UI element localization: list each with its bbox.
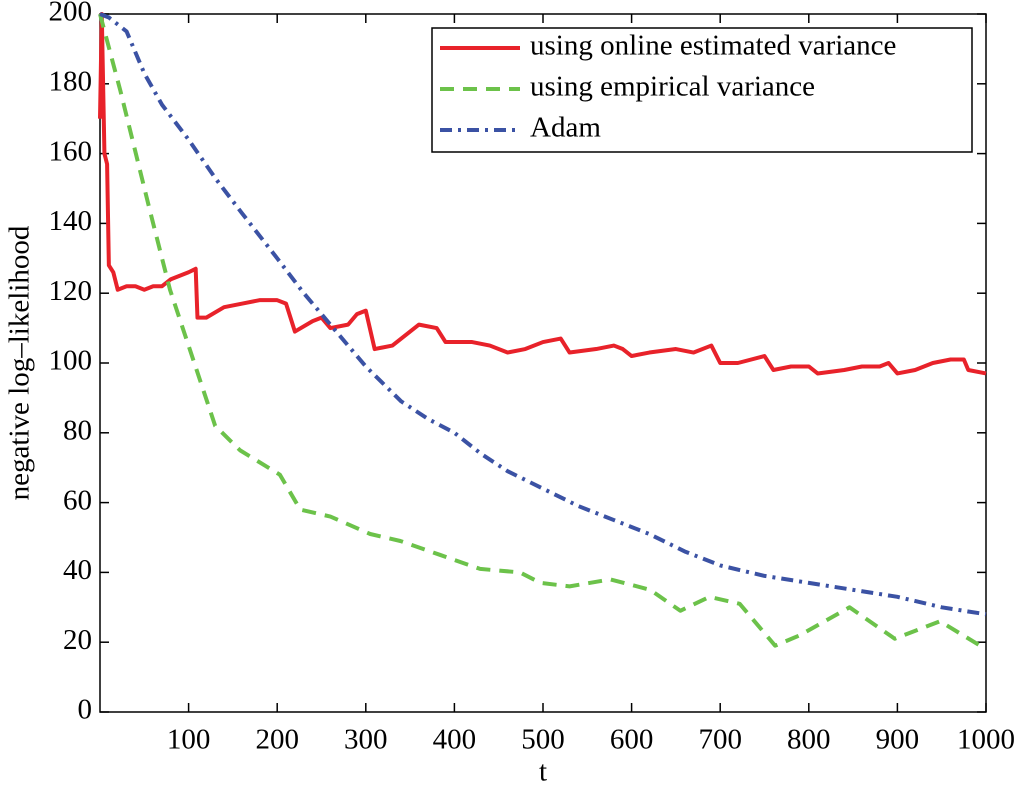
legend-label: using online estimated variance — [530, 30, 896, 62]
line — [99, 12, 987, 617]
y-tick-label: 40 — [63, 554, 92, 586]
y-tick-label: 200 — [49, 0, 93, 28]
y-tick-label: 0 — [78, 694, 93, 726]
x-tick-label: 500 — [521, 724, 565, 756]
x-tick-label: 200 — [255, 724, 299, 756]
x-tick-label: 600 — [610, 724, 654, 756]
x-tick-label: 800 — [787, 724, 831, 756]
x-tick-label: 700 — [698, 724, 742, 756]
y-axis-label: negative log–likelihood — [4, 225, 36, 500]
x-tick-label: 300 — [344, 724, 388, 756]
legend-label: using empirical variance — [530, 71, 815, 103]
x-tick-label: 900 — [876, 724, 920, 756]
x-axis-label: t — [539, 756, 547, 786]
y-tick-label: 20 — [63, 624, 92, 656]
y-tick-label: 140 — [49, 205, 93, 237]
x-tick-label: 400 — [433, 724, 477, 756]
y-tick-label: 160 — [49, 135, 93, 167]
y-tick-label: 80 — [63, 414, 92, 446]
y-tick-label: 100 — [49, 345, 93, 377]
line — [98, 12, 987, 376]
x-tick-label: 100 — [167, 724, 211, 756]
x-tick-label: 1000 — [957, 724, 1015, 756]
line — [98, 13, 988, 651]
legend-box — [431, 27, 973, 153]
y-tick-label: 180 — [49, 65, 93, 97]
y-tick-label: 60 — [63, 484, 92, 516]
legend-label: Adam — [530, 112, 601, 144]
y-tick-label: 120 — [49, 275, 93, 307]
